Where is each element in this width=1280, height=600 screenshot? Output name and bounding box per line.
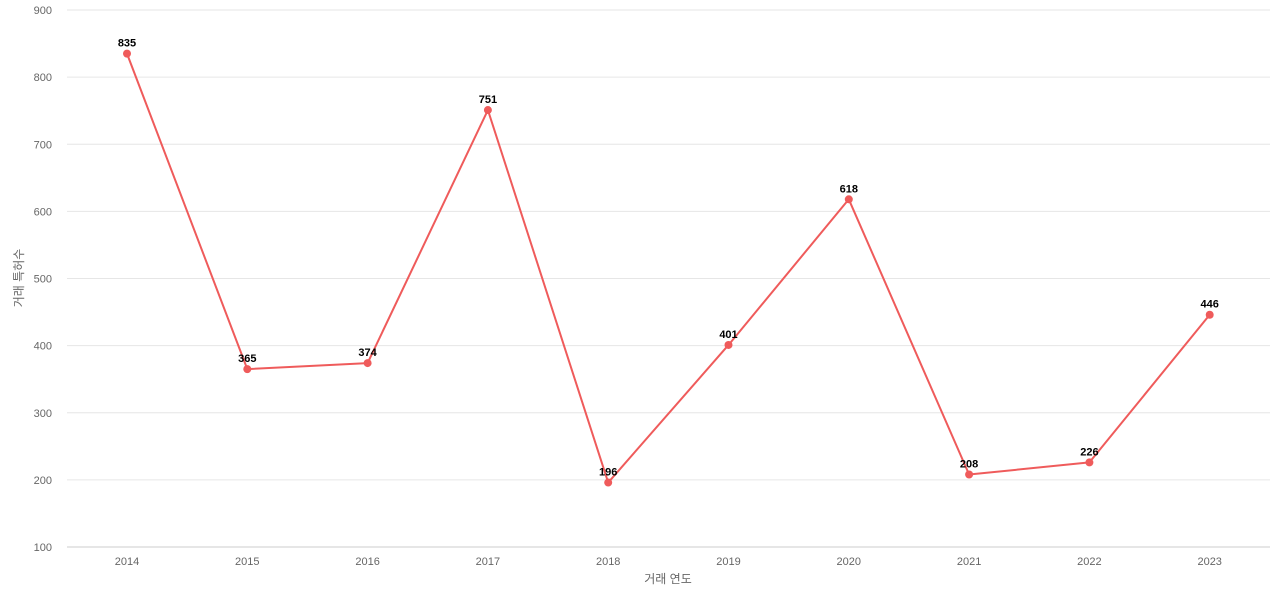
x-tick-label: 2020 [837,556,861,568]
data-point [965,470,974,479]
data-point [1085,458,1094,467]
data-label: 374 [358,347,377,359]
data-label: 365 [238,353,256,365]
y-tick-label: 300 [34,408,52,420]
data-label: 618 [840,183,858,195]
x-tick-label: 2017 [476,556,500,568]
data-point [1205,310,1214,319]
series-line [126,53,1211,484]
data-labels: 835 365 374 751 196 401 618 208 226 446 [118,38,1219,479]
data-point [604,478,613,487]
y-tick-label: 200 [34,475,52,487]
x-tick-label: 2015 [235,556,259,568]
x-tick-label: 2019 [716,556,740,568]
x-tick-label: 2016 [355,556,379,568]
data-point [844,195,853,204]
y-axis-ticks: 100 200 300 400 500 600 700 800 900 [34,5,52,554]
x-tick-label: 2021 [957,556,981,568]
data-label: 446 [1201,299,1219,311]
data-point [483,106,492,115]
data-label: 835 [118,38,136,50]
data-label: 226 [1080,446,1098,458]
y-tick-label: 100 [34,542,52,554]
y-tick-label: 500 [34,274,52,286]
y-axis-title: 거래 특허수 [12,249,26,308]
y-tick-label: 600 [34,206,52,218]
x-tick-label: 2023 [1197,556,1221,568]
data-point [724,340,733,349]
x-tick-label: 2018 [596,556,620,568]
y-tick-label: 900 [34,5,52,17]
data-point [363,359,372,368]
data-label: 401 [719,329,737,341]
data-label: 751 [479,94,497,106]
data-point [123,49,131,58]
series [123,49,1214,487]
y-tick-label: 800 [34,72,52,84]
data-label: 196 [599,467,617,479]
x-axis-title: 거래 연도 [644,572,692,586]
x-tick-label: 2022 [1077,556,1101,568]
grid-lines [67,9,1270,548]
y-tick-label: 700 [34,139,52,151]
x-axis-ticks: 2014 2015 2016 2017 2018 2019 2020 2021 2022 2023 [115,556,1222,568]
y-tick-label: 400 [34,341,52,353]
data-label: 208 [960,459,978,471]
x-tick-label: 2014 [115,556,139,568]
data-point [243,365,252,374]
